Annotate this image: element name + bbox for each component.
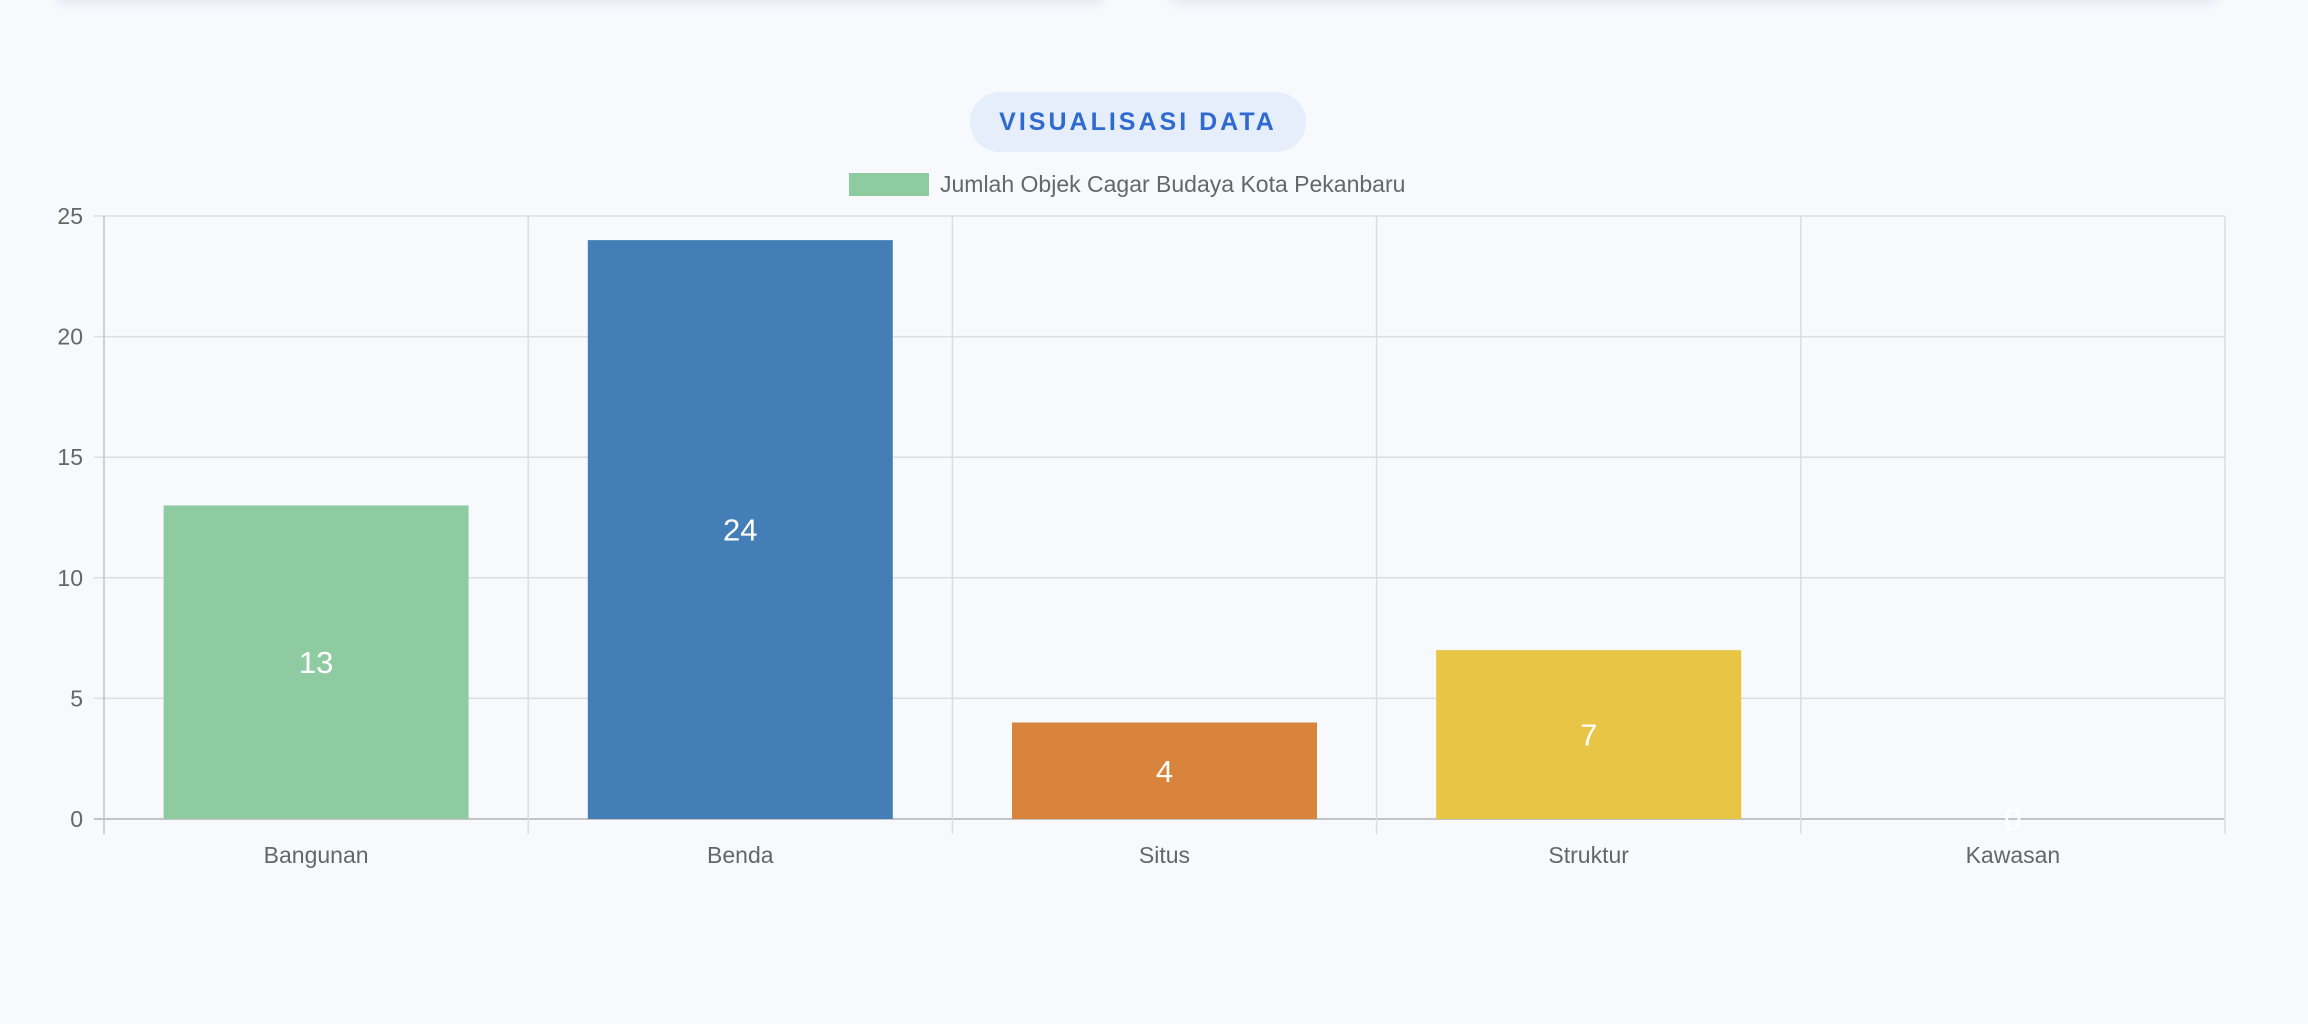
x-tick-label: Situs (1139, 842, 1190, 868)
y-tick-label: 10 (57, 565, 83, 591)
y-tick-label: 20 (57, 324, 83, 350)
bar-bangunan[interactable] (163, 505, 469, 819)
x-tick-label: Bangunan (264, 842, 369, 868)
section-title-badge: VISUALISASI DATA (970, 92, 1306, 152)
y-tick-label: 0 (70, 806, 83, 832)
bar-benda[interactable] (587, 240, 893, 819)
bar-situs[interactable] (1012, 722, 1317, 819)
x-tick-label: Kawasan (1966, 842, 2061, 868)
bars-group (163, 240, 1742, 819)
legend-label: Jumlah Objek Cagar Budaya Kota Pekanbaru (940, 171, 1405, 197)
data-label: 7 (1580, 718, 1597, 753)
y-tick-label: 15 (57, 444, 83, 470)
data-label: 24 (723, 513, 757, 548)
y-tick-label: 25 (57, 203, 83, 229)
data-label: 13 (299, 645, 333, 680)
data-labels-group: 13 24 4 7 0 (299, 513, 2022, 837)
y-axis: 0 5 10 15 20 25 (57, 203, 83, 832)
chart-legend[interactable]: Jumlah Objek Cagar Budaya Kota Pekanbaru (849, 171, 1405, 197)
section-title: VISUALISASI DATA (999, 107, 1277, 136)
y-tick-label: 5 (70, 685, 83, 711)
bar-struktur[interactable] (1436, 650, 1742, 819)
data-label: 4 (1156, 754, 1173, 789)
x-tick-label: Struktur (1548, 842, 1629, 868)
legend-swatch (849, 173, 929, 196)
data-label: 0 (2004, 802, 2021, 837)
x-tick-label: Benda (707, 842, 774, 868)
x-axis: Bangunan Benda Situs Struktur Kawasan (264, 842, 2061, 868)
